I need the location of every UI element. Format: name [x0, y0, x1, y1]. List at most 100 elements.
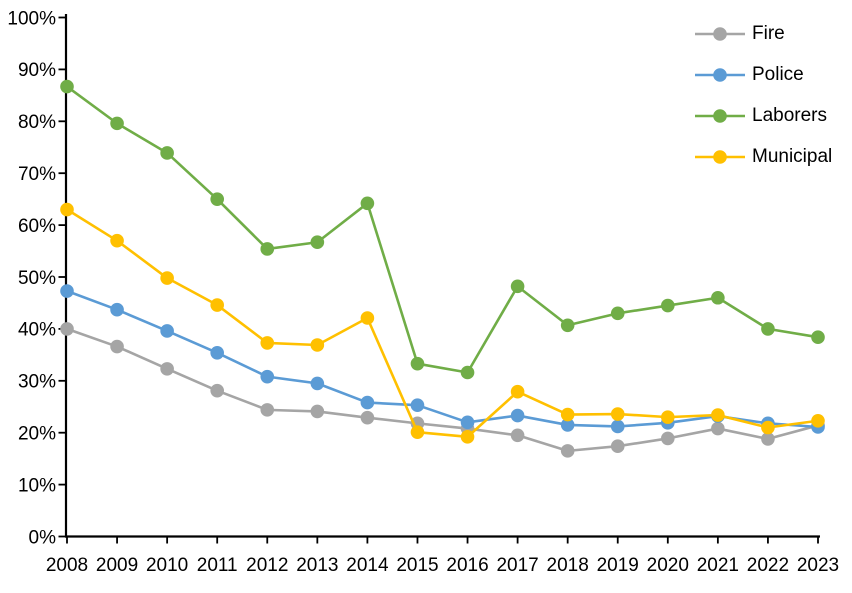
data-point-marker	[160, 271, 174, 285]
data-point-marker	[761, 322, 775, 336]
data-point-marker	[560, 318, 575, 333]
data-point-marker	[310, 376, 325, 391]
data-point-marker	[510, 384, 525, 399]
data-point-marker	[761, 420, 775, 435]
data-point-marker	[610, 407, 625, 421]
legend-label: Laborers	[752, 105, 827, 126]
data-point-marker	[210, 345, 224, 360]
series-fire	[60, 322, 825, 458]
legend-item-laborers: Laborers	[694, 105, 832, 126]
legend-item-fire: Fire	[694, 23, 832, 44]
data-point-marker	[661, 431, 675, 446]
legend-marker-icon	[713, 150, 727, 164]
x-axis-tick-label: 2013	[296, 555, 338, 576]
data-point-marker	[510, 279, 525, 294]
series-municipal	[60, 202, 825, 444]
data-point-marker	[661, 410, 675, 424]
data-point-marker	[811, 330, 825, 345]
data-point-marker	[460, 365, 475, 380]
data-point-marker	[260, 403, 275, 417]
data-point-marker	[110, 339, 124, 354]
data-point-marker	[260, 336, 275, 350]
series-laborers	[60, 79, 825, 380]
data-point-marker	[160, 324, 174, 338]
legend-swatch	[695, 68, 745, 82]
data-point-marker	[510, 428, 525, 443]
x-axis-tick-label: 2008	[46, 555, 88, 576]
x-axis-tick-label: 2019	[597, 555, 639, 576]
legend-label: Fire	[752, 23, 785, 44]
x-axis-tick-label: 2018	[547, 555, 589, 576]
legend-label: Police	[752, 64, 804, 85]
y-axis-tick-label: 70%	[18, 164, 56, 185]
data-point-marker	[60, 202, 74, 217]
x-axis-tick-label: 2009	[96, 555, 138, 576]
legend-marker-icon	[713, 109, 727, 123]
data-point-marker	[160, 362, 174, 376]
data-point-marker	[260, 369, 275, 384]
x-axis-tick-label: 2022	[747, 555, 789, 576]
legend-item-municipal: Municipal	[694, 146, 832, 167]
x-axis-tick-label: 2011	[197, 555, 238, 576]
y-axis-tick-label: 10%	[18, 475, 56, 496]
y-axis-tick-label: 20%	[18, 424, 56, 445]
data-point-marker	[560, 444, 575, 458]
x-axis-tick-label: 2015	[396, 555, 438, 576]
y-axis-tick-label: 40%	[18, 320, 56, 341]
data-point-marker	[110, 116, 124, 131]
data-point-marker	[60, 284, 74, 298]
data-point-marker	[610, 439, 625, 453]
x-axis-tick-label: 2010	[146, 555, 188, 576]
data-point-marker	[210, 383, 224, 398]
data-point-marker	[711, 408, 725, 422]
y-axis-tick-label: 80%	[18, 112, 56, 133]
data-point-marker	[360, 410, 375, 425]
data-point-marker	[560, 407, 575, 422]
data-point-marker	[510, 408, 525, 423]
legend: Fire Police Laborers Municipal	[694, 23, 832, 167]
y-axis-tick-label: 100%	[7, 8, 56, 29]
data-point-marker	[260, 242, 275, 256]
legend-marker-icon	[713, 68, 727, 82]
series-police	[60, 284, 825, 434]
x-axis-tick-label: 2020	[647, 555, 689, 576]
data-point-marker	[711, 290, 725, 305]
data-point-marker	[460, 415, 475, 430]
y-axis-tick-label: 30%	[18, 372, 56, 393]
data-point-marker	[60, 79, 74, 94]
data-point-marker	[360, 395, 375, 410]
data-point-marker	[360, 311, 375, 325]
data-point-marker	[360, 196, 375, 211]
data-point-marker	[761, 432, 775, 446]
x-axis-tick-label: 2017	[496, 555, 538, 576]
series-line	[65, 289, 820, 429]
x-axis-tick-label: 2014	[346, 555, 389, 576]
legend-swatch	[695, 109, 745, 123]
x-axis-tick-label: 2012	[246, 555, 288, 576]
data-point-marker	[410, 356, 425, 371]
series-line	[65, 208, 820, 439]
data-point-marker	[610, 419, 625, 434]
series-line	[65, 85, 820, 374]
x-axis-tick-label: 2021	[697, 555, 739, 576]
data-point-marker	[160, 146, 174, 160]
data-point-marker	[210, 192, 224, 206]
x-axis-tick-label: 2016	[446, 555, 488, 576]
data-point-marker	[210, 298, 224, 312]
legend-swatch	[695, 27, 745, 41]
y-axis-tick-label: 50%	[18, 268, 56, 289]
data-point-marker	[661, 298, 675, 313]
series-line	[65, 327, 820, 453]
data-point-marker	[60, 322, 74, 336]
data-point-marker	[560, 418, 575, 432]
data-point-marker	[610, 306, 625, 321]
legend-swatch	[695, 150, 745, 164]
y-axis-tick-label: 90%	[18, 60, 56, 81]
data-point-marker	[110, 302, 124, 317]
x-axis-tick-label: 2023	[797, 555, 839, 576]
data-point-marker	[310, 235, 325, 250]
legend-marker-icon	[713, 27, 727, 41]
data-point-marker	[410, 398, 425, 412]
